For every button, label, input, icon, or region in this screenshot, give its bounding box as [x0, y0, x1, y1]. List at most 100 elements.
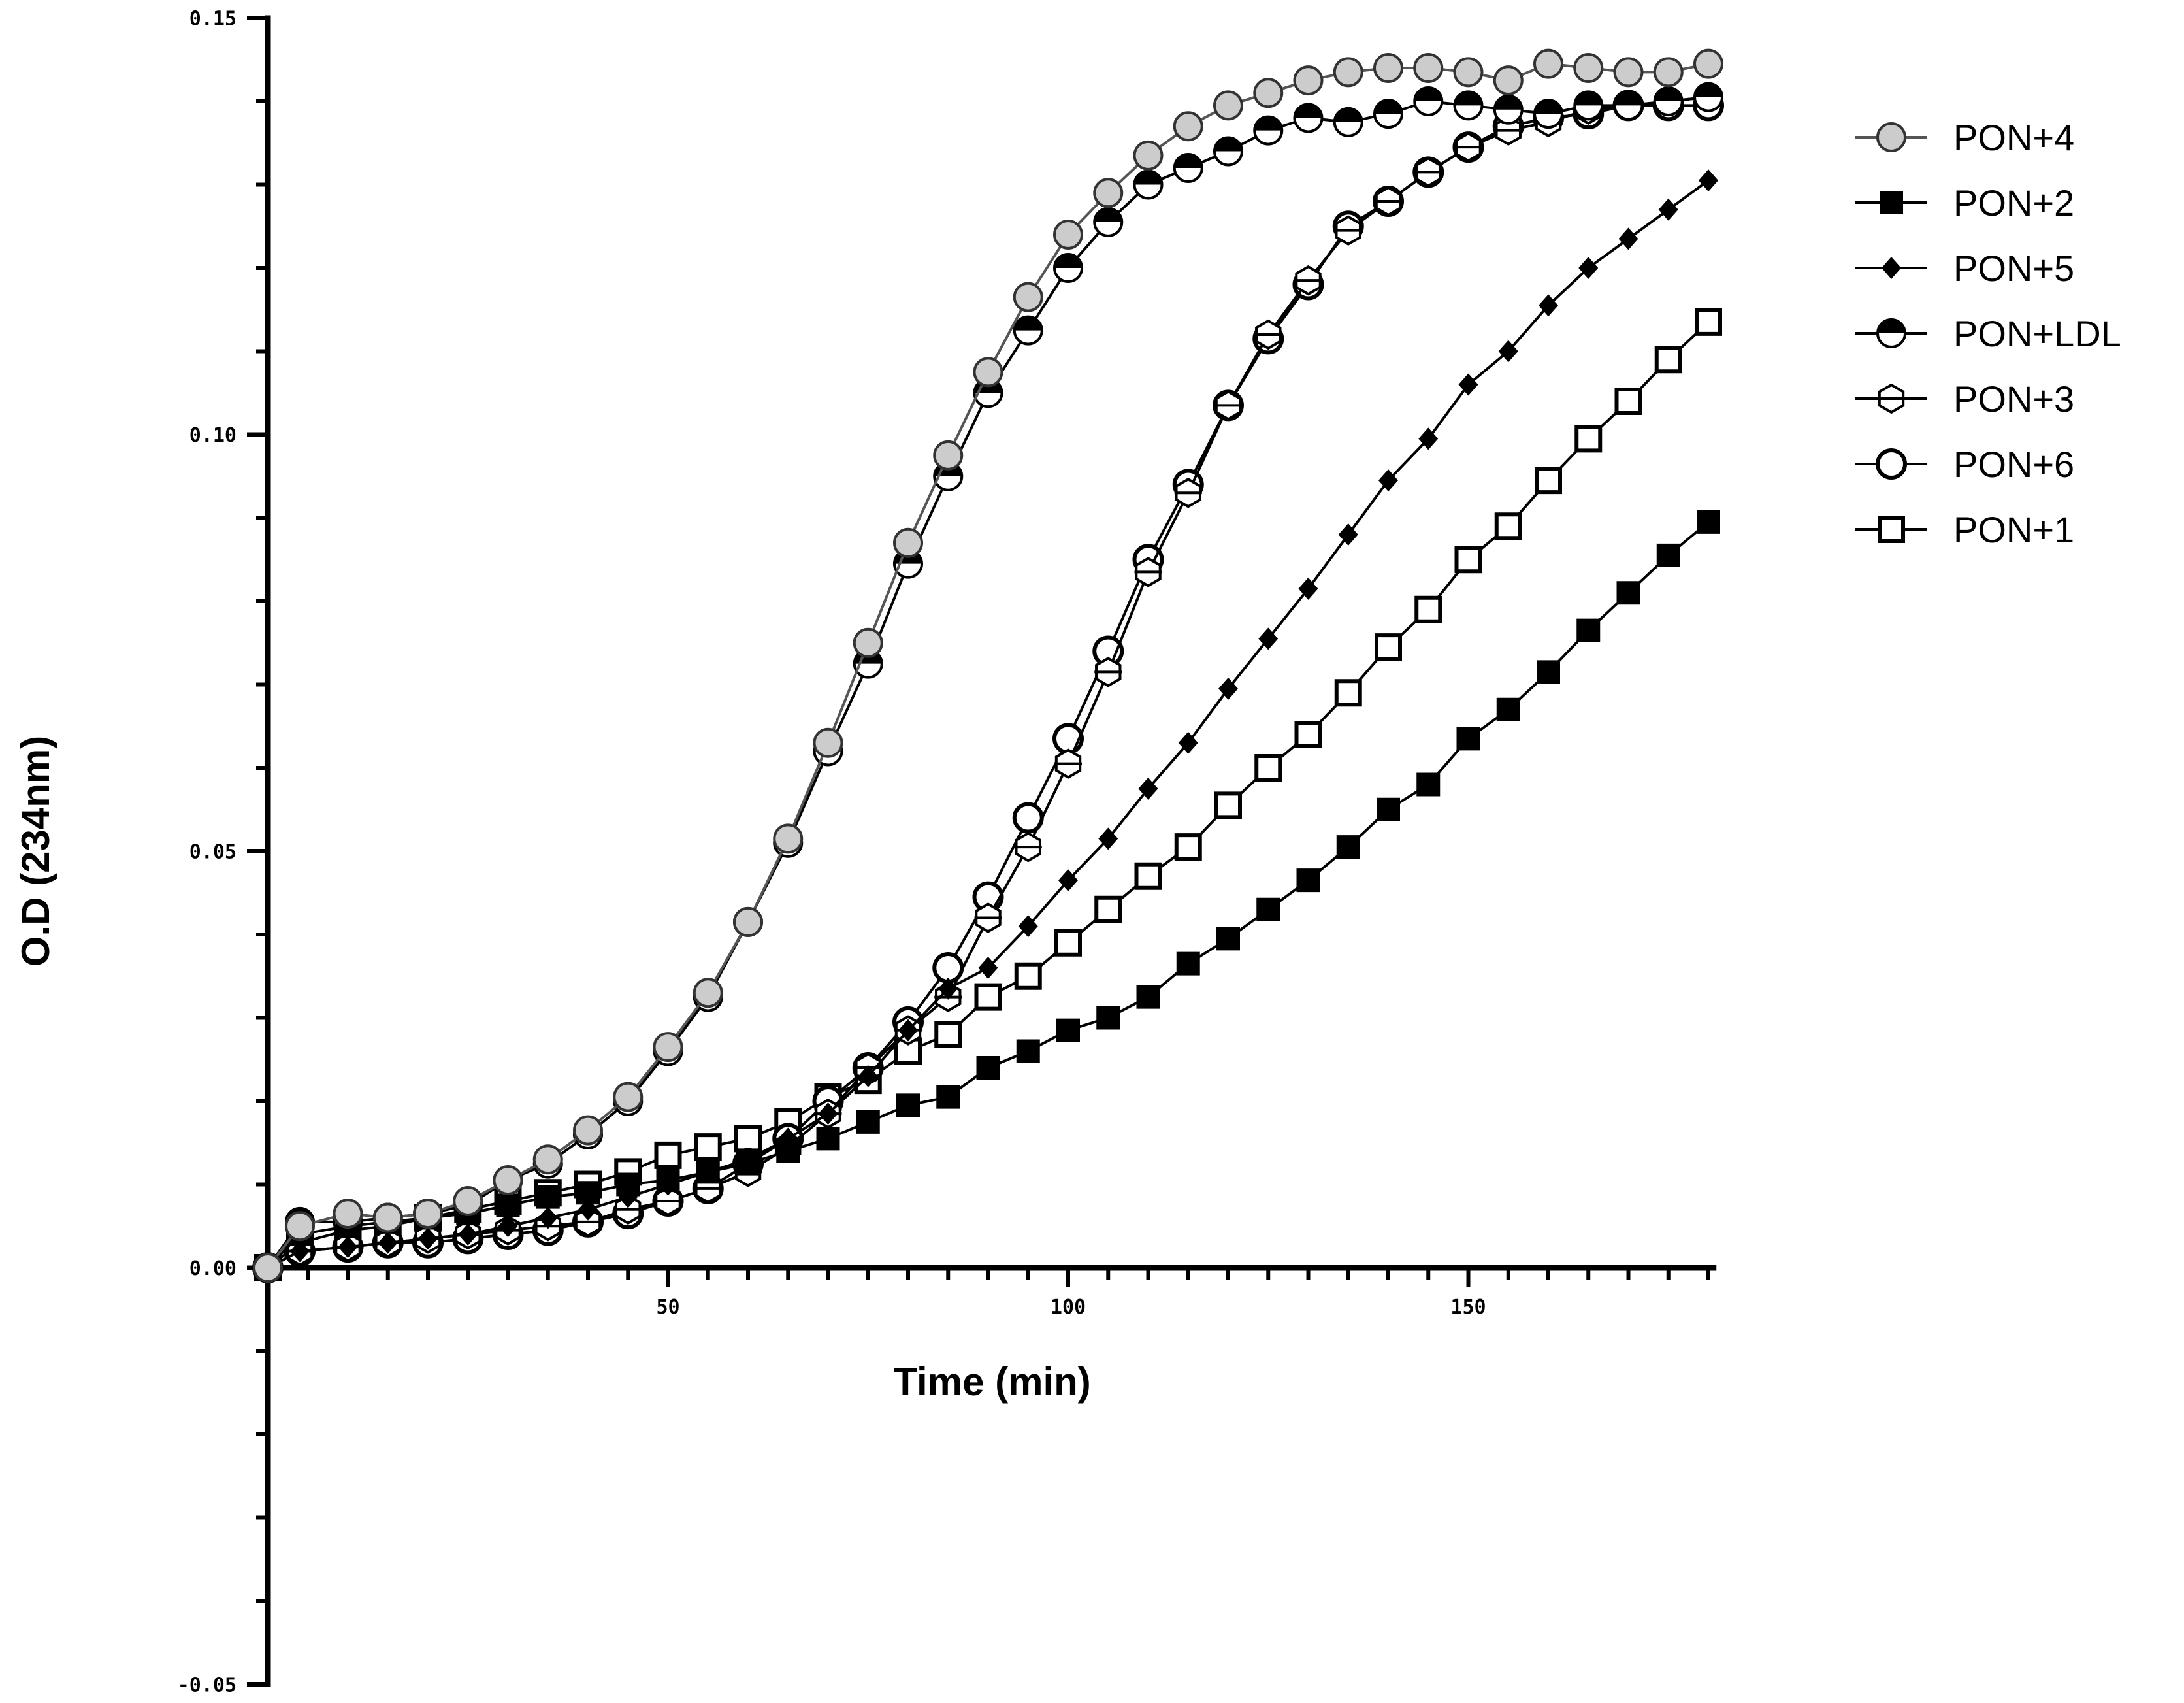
data-point-pon-5	[1378, 469, 1398, 492]
data-point-pon-2	[1456, 727, 1480, 751]
data-point-pon-5	[1298, 577, 1318, 600]
data-point-pon-3	[1174, 477, 1202, 508]
data-point-pon-2	[936, 1085, 960, 1109]
data-point-pon-5	[1578, 257, 1599, 279]
data-point-pon-3	[574, 1206, 602, 1238]
data-point-pon-5	[1539, 294, 1558, 317]
data-point-pon-4	[1453, 57, 1484, 88]
data-point-pon-1	[1414, 595, 1442, 623]
data-point-pon-5	[1218, 677, 1238, 700]
data-point-pon-2	[1056, 1018, 1080, 1042]
data-point-pon-ldl	[1573, 90, 1604, 121]
legend-marker	[1876, 448, 1907, 480]
data-point-pon-3	[1294, 265, 1322, 296]
data-point-pon-4	[1533, 48, 1563, 79]
data-point-pon-ldl	[1133, 169, 1164, 200]
data-point-pon-3	[1334, 215, 1362, 246]
legend-item-pon-5: PON+5	[1855, 248, 2074, 289]
legend-marker	[1882, 257, 1901, 279]
series-pon-3	[254, 82, 1722, 1283]
data-point-pon-4	[973, 357, 1003, 388]
data-point-pon-3	[1094, 657, 1122, 687]
data-point-pon-ldl	[1533, 99, 1563, 129]
data-point-pon-4	[893, 527, 923, 558]
data-point-pon-4	[853, 627, 883, 658]
data-point-pon-2	[1336, 835, 1360, 859]
series-pon-ldl	[253, 82, 1723, 1283]
data-point-pon-2	[816, 1127, 840, 1151]
data-point-pon-3	[1054, 748, 1082, 779]
data-point-pon-2	[1616, 581, 1640, 605]
series-line-pon-ldl	[267, 95, 1709, 1269]
legend-marker	[1876, 122, 1906, 152]
data-point-pon-1	[1574, 425, 1603, 453]
data-point-pon-5	[1058, 869, 1078, 892]
y-tick-label: 0.05	[189, 841, 236, 864]
data-point-pon-3	[974, 902, 1002, 933]
data-point-pon-1	[654, 1141, 682, 1169]
series-line-pon-3	[267, 95, 1709, 1269]
data-point-pon-4	[333, 1199, 363, 1229]
series-pon-1	[254, 308, 1722, 1281]
data-point-pon-4	[773, 823, 804, 854]
data-point-pon-1	[974, 983, 1002, 1011]
data-point-pon-2	[896, 1093, 920, 1117]
data-point-pon-ldl	[1173, 153, 1203, 183]
data-point-pon-5	[1418, 427, 1439, 450]
data-point-pon-5	[898, 1019, 918, 1042]
data-point-pon-3	[1494, 115, 1522, 146]
data-point-pon-1	[1014, 962, 1042, 990]
data-point-pon-ldl	[1333, 107, 1363, 137]
legend-item-pon-4: PON+4	[1855, 117, 2074, 158]
data-point-pon-2	[1096, 1006, 1120, 1030]
data-point-pon-1	[1535, 467, 1562, 495]
data-point-pon-4	[1013, 282, 1043, 312]
data-point-pon-3	[1375, 186, 1402, 217]
legend-item-pon-1: PON+1	[1855, 509, 2074, 550]
data-point-pon-5	[458, 1223, 478, 1246]
data-point-pon-3	[1014, 831, 1042, 863]
y-tick-label: 0.10	[189, 424, 236, 447]
data-point-pon-4	[453, 1186, 483, 1216]
legend-marker	[1880, 191, 1903, 214]
data-point-pon-ldl	[1373, 99, 1403, 129]
data-point-pon-4	[813, 727, 843, 758]
data-point-pon-ldl	[1253, 115, 1284, 146]
data-point-pon-2	[496, 1193, 520, 1217]
data-point-pon-5	[1699, 169, 1718, 192]
data-point-pon-ldl	[1653, 86, 1684, 116]
y-tick-label: 0.00	[189, 1257, 236, 1280]
data-point-pon-4	[693, 978, 723, 1008]
data-point-pon-2	[576, 1181, 600, 1205]
data-point-pon-2	[1656, 543, 1680, 567]
data-point-pon-3	[1214, 390, 1242, 421]
data-point-pon-4	[372, 1202, 403, 1233]
data-point-pon-4	[285, 1211, 315, 1242]
data-point-pon-5	[1658, 198, 1678, 221]
legend-label: PON+2	[1953, 182, 2074, 223]
data-point-pon-5	[1618, 227, 1638, 250]
data-point-pon-2	[1216, 927, 1240, 951]
data-point-pon-2	[1176, 951, 1200, 976]
series-pon-6	[252, 90, 1724, 1283]
data-point-pon-2	[536, 1185, 560, 1209]
data-point-pon-2	[1496, 697, 1520, 721]
data-point-pon-1	[934, 1021, 962, 1048]
series-line-pon-4	[267, 62, 1709, 1269]
data-point-pon-4	[1133, 140, 1164, 171]
series-pon-2	[256, 510, 1720, 1280]
data-point-pon-2	[776, 1139, 800, 1163]
legend-label: PON+LDL	[1953, 313, 2121, 354]
data-point-pon-2	[1256, 897, 1280, 921]
data-point-pon-4	[1573, 53, 1604, 83]
data-point-pon-5	[1098, 827, 1118, 850]
data-point-pon-ldl	[1413, 86, 1444, 116]
legend-marker	[1878, 383, 1905, 414]
data-point-pon-5	[978, 957, 998, 979]
data-point-pon-2	[1377, 797, 1400, 821]
data-point-pon-2	[656, 1168, 680, 1193]
data-point-pon-2	[1697, 510, 1720, 534]
data-point-pon-1	[1254, 754, 1282, 782]
data-point-pon-ldl	[1693, 82, 1723, 112]
